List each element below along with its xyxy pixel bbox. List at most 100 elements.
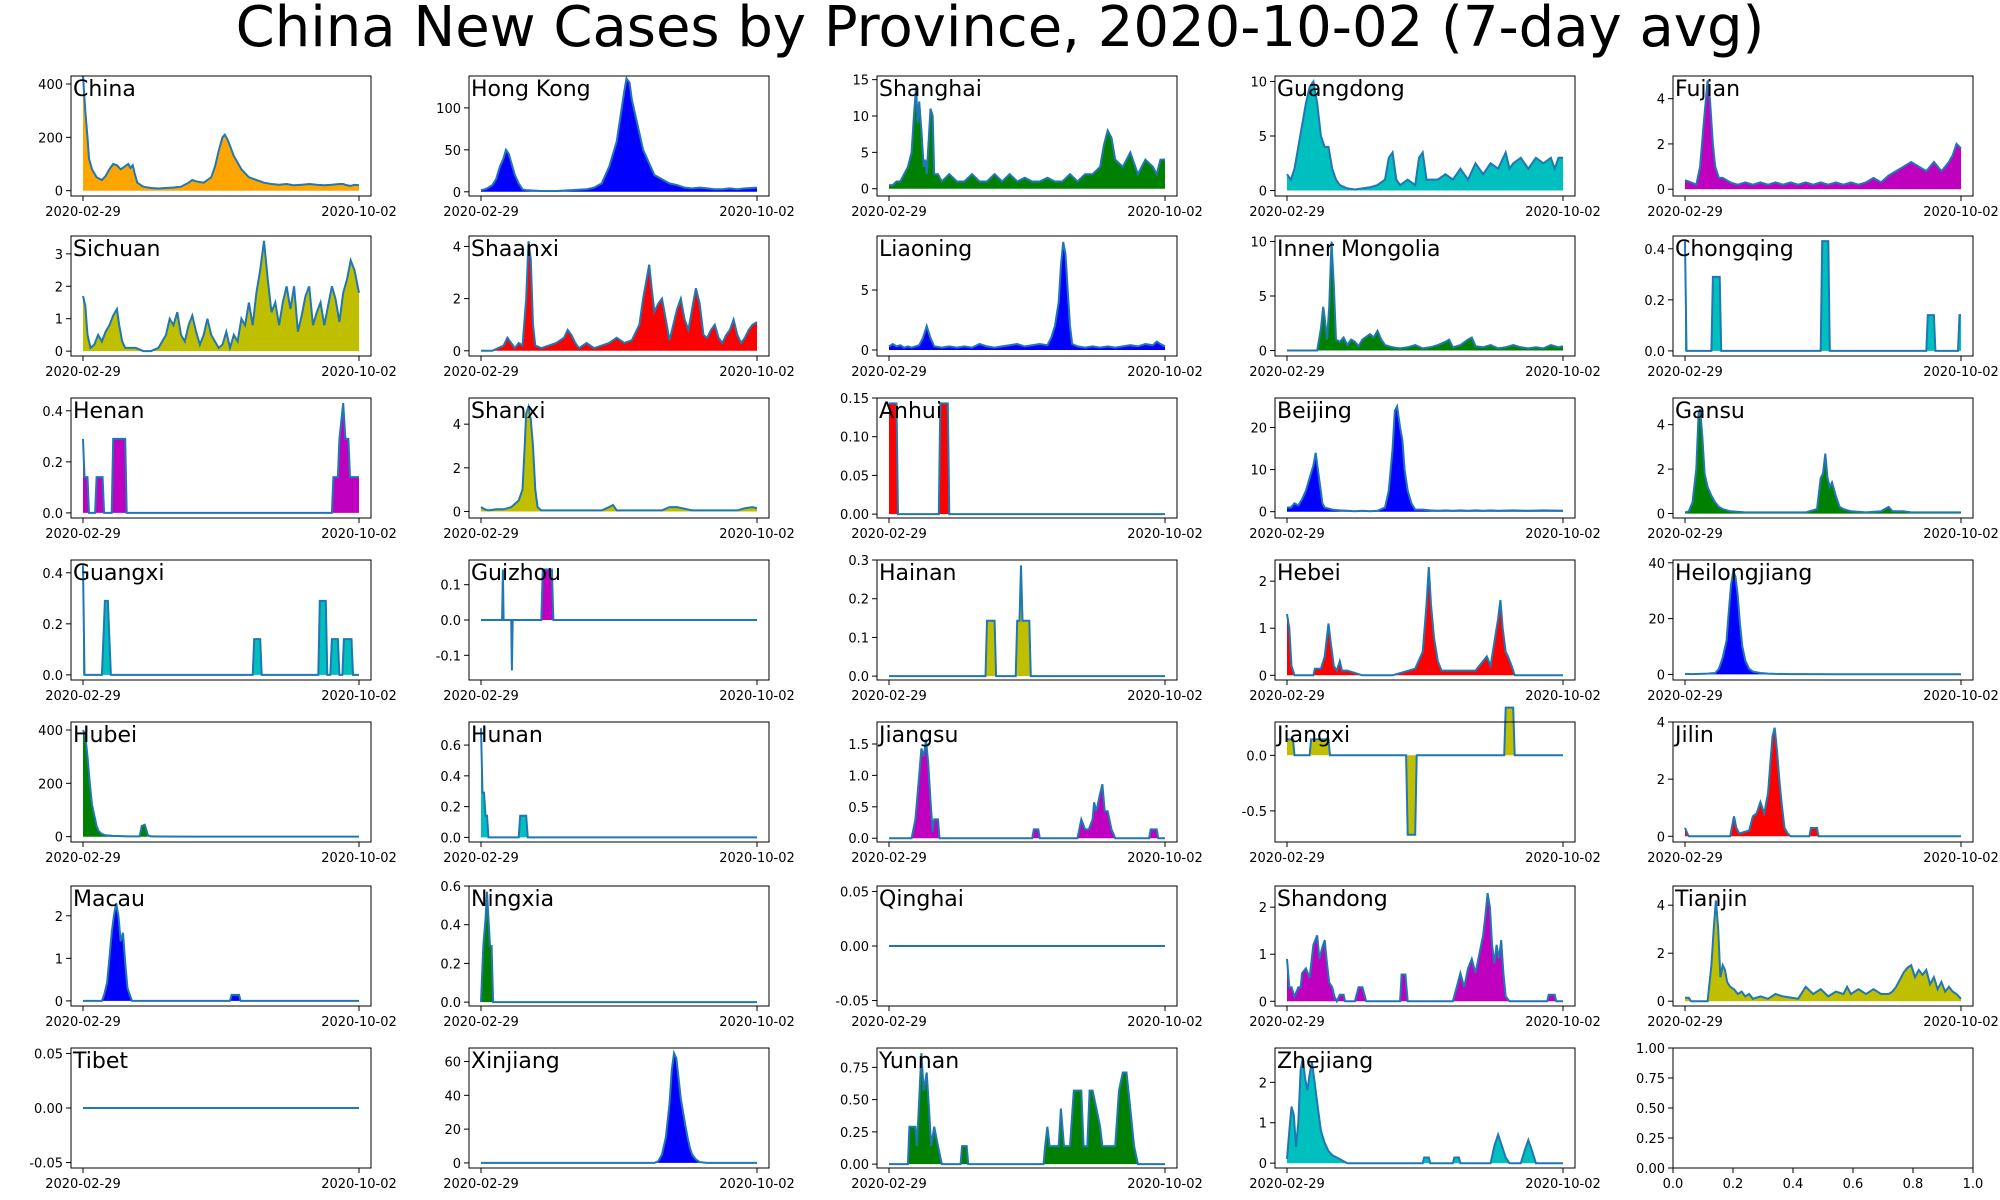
x-tick-label: 0.0 — [1663, 1177, 1684, 1192]
y-tick-label: 0.75 — [1636, 1072, 1665, 1087]
x-tick-label: 2020-02-29 — [1249, 1177, 1325, 1192]
x-tick-label: 2020-10-02 — [1923, 365, 1999, 380]
y-tick-label: 2 — [1657, 138, 1665, 153]
subplot-title: China — [73, 77, 136, 102]
y-tick-label: 0.4 — [440, 770, 461, 785]
y-tick-label: 0.0 — [440, 996, 461, 1011]
axes-frame — [1274, 1047, 1576, 1169]
x-tick-label: 2020-02-29 — [1249, 851, 1325, 866]
axes-frame — [1672, 1047, 1974, 1169]
y-tick-label: 5 — [861, 146, 869, 161]
axes-frame — [468, 885, 770, 1007]
x-tick-label: 0.2 — [1723, 1177, 1744, 1192]
y-tick-label: 0 — [453, 186, 461, 201]
x-tick-label: 2020-10-02 — [1127, 851, 1203, 866]
subplot-title: Guizhou — [471, 561, 561, 586]
y-tick-label: 100 — [436, 102, 461, 117]
axes-frame — [876, 75, 1178, 197]
y-tick-label: 0.4 — [440, 919, 461, 934]
subplot-title: Shanxi — [471, 399, 545, 424]
axes-frame — [876, 721, 1178, 843]
series-area — [1685, 727, 1961, 837]
x-tick-label: 2020-02-29 — [443, 527, 519, 542]
x-tick-label: 2020-02-29 — [851, 527, 927, 542]
x-tick-label: 2020-02-29 — [1647, 689, 1723, 704]
x-tick-label: 0.4 — [1783, 1177, 1804, 1192]
axes-frame — [1672, 559, 1974, 681]
subplot-inner-mongolia: 0 5 10 2020-02-29 2020-10-02 Inner Mongolia — [1249, 235, 1601, 380]
y-tick-label: 2 — [1259, 1076, 1267, 1091]
x-tick-label: 2020-10-02 — [1525, 205, 1601, 220]
series-area — [83, 76, 359, 191]
subplot-title: Hebei — [1277, 561, 1341, 586]
y-tick-label: 0 — [1259, 185, 1267, 200]
x-tick-label: 2020-02-29 — [1647, 1015, 1723, 1030]
series-area — [889, 1053, 1165, 1165]
x-tick-label: 2020-10-02 — [321, 205, 397, 220]
subplot-gansu: 0 2 4 2020-02-29 2020-10-02 Gansu — [1647, 397, 1999, 542]
subplot-title: Hunan — [471, 723, 543, 748]
subplot-henan: 0.0 0.2 0.4 2020-02-29 2020-10-02 Henan — [42, 397, 397, 542]
subplot-guangdong: 0 5 10 2020-02-29 2020-10-02 Guangdong — [1249, 75, 1601, 220]
x-tick-label: 2020-10-02 — [1525, 365, 1601, 380]
y-tick-label: 0 — [453, 1157, 461, 1172]
x-tick-label: 2020-10-02 — [321, 689, 397, 704]
x-tick-label: 2020-02-29 — [851, 365, 927, 380]
subplot-zhejiang: 0 1 2 2020-02-29 2020-10-02 Zhejiang — [1249, 1047, 1601, 1192]
y-tick-label: 1.0 — [848, 769, 869, 784]
x-tick-label: 2020-10-02 — [719, 365, 795, 380]
subplot-title: Tibet — [72, 1049, 128, 1074]
y-tick-label: 20 — [1250, 421, 1267, 436]
subplot-anhui: 0.00 0.05 0.10 0.15 2020-02-29 2020-10-02 Anhu… — [840, 392, 1203, 542]
series-line — [889, 739, 1165, 840]
y-tick-label: 400 — [38, 78, 63, 93]
subplot-title: Ningxia — [471, 887, 554, 912]
y-tick-label: 10 — [1250, 235, 1267, 250]
y-tick-label: 400 — [38, 724, 63, 739]
subplot-title: Hainan — [879, 561, 957, 586]
subplot-title: Hubei — [73, 723, 137, 748]
y-tick-label: 2 — [453, 293, 461, 308]
y-tick-label: -0.1 — [436, 649, 461, 664]
subplot-title: Fujian — [1675, 77, 1740, 102]
y-tick-label: 0.25 — [1636, 1132, 1665, 1147]
subplot-guizhou: -0.1 0.0 0.1 2020-02-29 2020-10-02 Guizhou — [436, 559, 795, 704]
subplot-title: Guangxi — [73, 561, 165, 586]
subplot-title: Xinjiang — [471, 1049, 560, 1074]
y-tick-label: 2 — [55, 280, 63, 295]
x-tick-label: 2020-10-02 — [321, 851, 397, 866]
series-area — [1287, 406, 1563, 512]
y-tick-label: 0 — [861, 183, 869, 198]
y-tick-label: 20 — [1648, 613, 1665, 628]
subplot-title: Yunnan — [878, 1049, 959, 1074]
y-tick-label: 0 — [1657, 508, 1665, 523]
series-line — [83, 902, 359, 1002]
series-line — [82, 729, 359, 838]
axes-frame — [876, 397, 1178, 519]
series-area — [1685, 80, 1961, 190]
y-tick-label: 200 — [38, 131, 63, 146]
series-area — [1287, 893, 1563, 1002]
series-line — [1286, 1057, 1563, 1165]
y-tick-label: 4 — [1657, 93, 1665, 108]
axes-frame — [1672, 721, 1974, 843]
axes-frame — [468, 235, 770, 357]
series-line — [1287, 706, 1563, 836]
subplot-guangxi: 0.0 0.2 0.4 2020-02-29 2020-10-02 Guangxi — [42, 559, 397, 704]
subplot-title: Qinghai — [879, 887, 964, 912]
subplot-title: Henan — [73, 399, 144, 424]
y-tick-label: 0.1 — [848, 631, 869, 646]
x-tick-label: 2020-02-29 — [1249, 205, 1325, 220]
y-tick-label: 0.4 — [42, 567, 63, 582]
series-area — [83, 903, 359, 1001]
y-tick-label: 0.2 — [848, 593, 869, 608]
y-tick-label: 10 — [1250, 75, 1267, 90]
y-tick-label: 60 — [444, 1056, 461, 1071]
y-tick-label: 0 — [1657, 183, 1665, 198]
x-tick-label: 2020-10-02 — [719, 527, 795, 542]
subplot-title: Anhui — [879, 399, 942, 424]
y-tick-label: 2 — [1259, 575, 1267, 590]
subplot-ningxia: 0.0 0.2 0.4 0.6 2020-02-29 2020-10-02 Ningxia — [440, 880, 794, 1030]
y-tick-label: 2 — [1259, 901, 1267, 916]
